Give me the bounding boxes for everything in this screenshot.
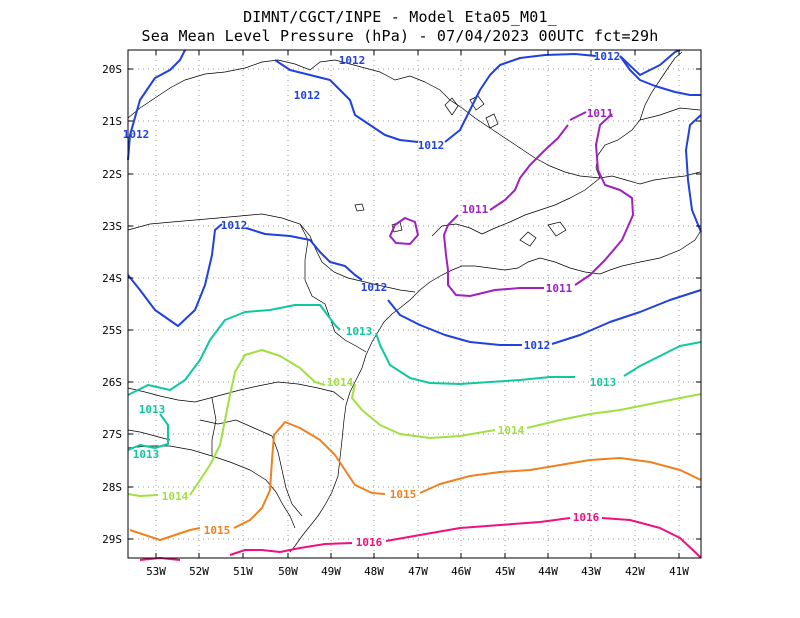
isobar-label-1012: 1012 xyxy=(123,128,150,141)
lat-label: 23S xyxy=(102,220,122,233)
isobar-label-1014: 1014 xyxy=(327,376,354,389)
isobar-label-1014: 1014 xyxy=(498,424,525,437)
isobar-label-1013: 1013 xyxy=(346,325,373,338)
isobar-1012 xyxy=(444,53,597,143)
lon-label: 53W xyxy=(146,565,166,578)
lon-label: 45W xyxy=(495,565,515,578)
isobar-1016 xyxy=(601,517,702,559)
isobar-1015 xyxy=(419,457,702,494)
isobar-1014 xyxy=(127,493,159,497)
isobar-label-1013: 1013 xyxy=(590,376,617,389)
lon-label: 51W xyxy=(233,565,253,578)
isobar-label-1014: 1014 xyxy=(162,490,189,503)
isobar-label-1015: 1015 xyxy=(204,524,231,537)
isobar-label-1012: 1012 xyxy=(594,50,621,63)
lon-label: 43W xyxy=(581,565,601,578)
lon-label: 52W xyxy=(189,565,209,578)
map-title-line2: Sea Mean Level Pressure (hPa) - 07/04/20… xyxy=(141,27,659,45)
graticule-grid xyxy=(128,50,701,558)
lon-label: 44W xyxy=(538,565,558,578)
isobar-1012 xyxy=(619,55,701,96)
isobar-1012 xyxy=(127,49,186,161)
map-frame xyxy=(127,49,702,559)
isobar-1011 xyxy=(569,111,587,121)
isobar-1012 xyxy=(685,114,702,233)
isobar-label-1012: 1012 xyxy=(339,54,366,67)
isobar-label-1011: 1011 xyxy=(587,107,614,120)
isobar-1013 xyxy=(375,332,575,385)
isobar-label-1016: 1016 xyxy=(573,511,600,524)
isobar-label-1015: 1015 xyxy=(390,488,417,501)
isobar-1013 xyxy=(127,304,341,396)
lat-label: 21S xyxy=(102,115,122,128)
coastline-borders xyxy=(127,51,701,553)
isobar-1012 xyxy=(387,299,522,346)
isobar-label-1012: 1012 xyxy=(221,219,248,232)
isobar-1015 xyxy=(233,421,386,529)
isobar-label-1011: 1011 xyxy=(546,282,573,295)
isobar-label-1011: 1011 xyxy=(462,203,489,216)
isobar-label-1012: 1012 xyxy=(524,339,551,352)
lon-label: 46W xyxy=(451,565,471,578)
lon-label: 50W xyxy=(278,565,298,578)
isobar-1011 xyxy=(443,214,544,297)
lat-label: 29S xyxy=(102,533,122,546)
isobar-1012 xyxy=(127,223,223,327)
lon-label: 48W xyxy=(364,565,384,578)
lat-label: 25S xyxy=(102,324,122,337)
isobar-1014 xyxy=(351,383,496,439)
isobar-1012 xyxy=(274,59,419,143)
lon-label: 47W xyxy=(408,565,428,578)
lon-label: 42W xyxy=(625,565,645,578)
isobar-contours xyxy=(127,49,702,561)
isobar-1011 xyxy=(389,217,419,245)
isobar-1012 xyxy=(245,227,363,281)
lat-label: 20S xyxy=(102,63,122,76)
isobar-label-1013: 1013 xyxy=(133,448,160,461)
isobar-label-1012: 1012 xyxy=(418,139,445,152)
lat-label: 28S xyxy=(102,481,122,494)
isobar-1015 xyxy=(129,527,201,541)
lat-label: 27S xyxy=(102,428,122,441)
axis-ticks: 20S 21S 22S 23S 24S 25S 26S 27S 28S 29S 53W 52W 51W 5… xyxy=(102,50,701,578)
lat-label: 26S xyxy=(102,376,122,389)
isobar-1016 xyxy=(229,542,353,556)
isobar-1014 xyxy=(189,349,326,496)
isobar-label-1012: 1012 xyxy=(294,89,321,102)
isobar-1011 xyxy=(489,124,569,211)
isobar-1016 xyxy=(385,517,571,542)
lat-label: 22S xyxy=(102,168,122,181)
isobar-labels: 1012 1012 1012 1012 1012 1012 1012 1012 1011 1011… xyxy=(123,50,621,549)
isobar-1013 xyxy=(127,413,169,451)
isobar-1011 xyxy=(574,113,634,286)
lat-label: 24S xyxy=(102,272,122,285)
isobar-1012 xyxy=(551,289,702,345)
lon-label: 49W xyxy=(321,565,341,578)
isobar-label-1012: 1012 xyxy=(361,281,388,294)
isobar-1013 xyxy=(623,341,702,377)
lon-label: 41W xyxy=(669,565,689,578)
map-title-line1: DIMNT/CGCT/INPE - Model Eta05_M01_ xyxy=(243,8,557,26)
isobar-label-1016: 1016 xyxy=(356,536,383,549)
isobar-label-1013: 1013 xyxy=(139,403,166,416)
isobar-1012 xyxy=(619,49,681,76)
isobar-1014 xyxy=(526,393,702,429)
